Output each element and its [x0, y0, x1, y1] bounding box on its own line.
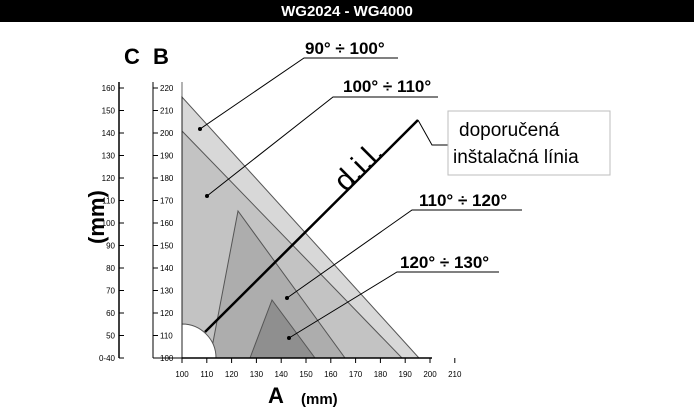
- c-tick-label: 130: [102, 152, 116, 161]
- a-tick-label: 180: [374, 370, 388, 379]
- leader-100-110: [206, 96, 438, 197]
- region-label-110-120: 110° ÷ 120°: [419, 191, 507, 210]
- region-label-100-110: 100° ÷ 110°: [343, 77, 431, 96]
- leader-90-100: [199, 57, 398, 130]
- c-tick-label: 110: [102, 197, 115, 206]
- b-tick-label: 180: [160, 174, 174, 183]
- c-tick-label: 0-40: [99, 354, 116, 363]
- c-tick-label: 60: [106, 309, 115, 318]
- c-axis-label: C: [124, 44, 140, 69]
- leader-120-130: [288, 271, 499, 339]
- b-tick-label: 160: [160, 219, 174, 228]
- b-tick-label: 190: [160, 152, 174, 161]
- a-tick-label: 200: [423, 370, 437, 379]
- b-tick-label: 150: [160, 242, 174, 251]
- region-label-90-100: 90° ÷ 100°: [305, 39, 385, 58]
- a-tick-label: 210: [448, 370, 462, 379]
- c-tick-label: 150: [102, 107, 116, 116]
- a-tick-label: 160: [324, 370, 338, 379]
- b-tick-label: 130: [160, 287, 174, 296]
- a-tick-label: 170: [349, 370, 363, 379]
- c-tick-label: 100: [102, 219, 116, 228]
- b-tick-label: 100: [160, 354, 174, 363]
- b-axis-label: B: [153, 44, 169, 69]
- header-title: WG2024 - WG4000: [0, 0, 694, 22]
- note-line2: inštalačná línia: [453, 147, 579, 168]
- a-tick-label: 120: [225, 370, 239, 379]
- b-tick-label: 210: [160, 107, 174, 116]
- a-tick-label: 130: [250, 370, 264, 379]
- c-tick-label: 50: [106, 332, 115, 341]
- a-tick-label: 100: [175, 370, 189, 379]
- b-tick-label: 170: [160, 197, 174, 206]
- c-tick-label: 120: [102, 174, 116, 183]
- a-tick-label: 190: [399, 370, 413, 379]
- note-line1: doporučená: [459, 120, 560, 141]
- a-tick-label: 150: [299, 370, 313, 379]
- a-axis-unit: (mm): [301, 391, 338, 408]
- b-tick-label: 220: [160, 84, 174, 93]
- b-tick-label: 200: [160, 129, 174, 138]
- a-tick-label: 140: [275, 370, 289, 379]
- b-tick-label: 110: [160, 332, 173, 341]
- leader-110-120: [286, 209, 522, 299]
- b-tick-label: 120: [160, 309, 174, 318]
- b-tick-label: 140: [160, 264, 174, 273]
- c-tick-label: 140: [102, 129, 116, 138]
- a-axis-label: A: [268, 383, 284, 408]
- note-box: [447, 110, 611, 176]
- vertical-unit: (mm): [84, 190, 109, 244]
- region-label-120-130: 120° ÷ 130°: [400, 253, 489, 272]
- dil-line: [204, 119, 419, 333]
- c-tick-label: 80: [106, 264, 115, 273]
- dil-label: d.i.l.: [328, 136, 390, 198]
- leader-note: [417, 119, 448, 146]
- c-tick-label: 160: [102, 84, 116, 93]
- c-tick-label: 70: [106, 287, 115, 296]
- c-tick-label: 90: [106, 242, 115, 251]
- a-tick-label: 110: [200, 370, 213, 379]
